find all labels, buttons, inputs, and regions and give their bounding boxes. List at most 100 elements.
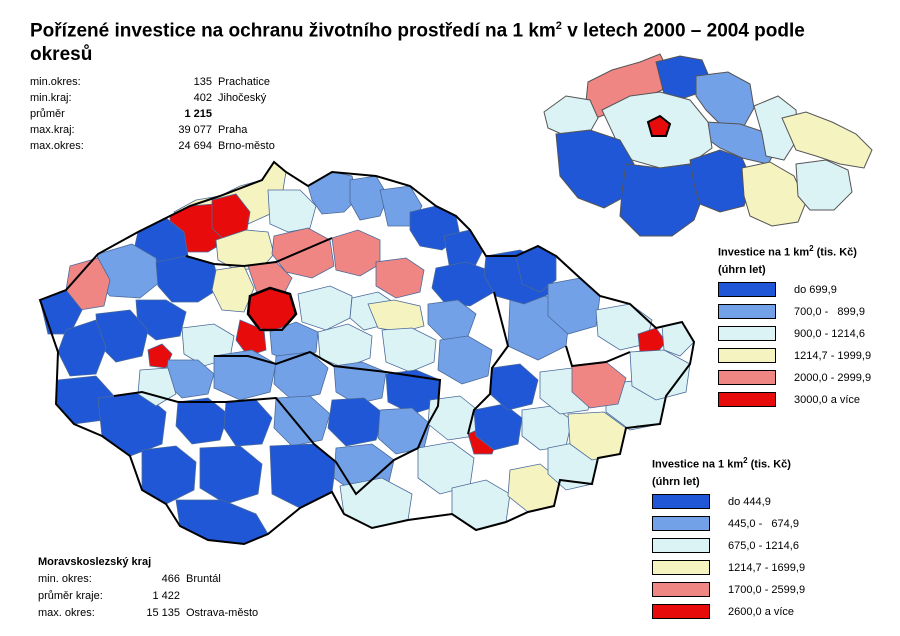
national-stats: min.okres: 135 Prachatice min.kraj: 402 Jihoč… xyxy=(30,74,275,154)
regions-inset-map xyxy=(543,53,873,237)
legend-item: 700,0 - 899,9 xyxy=(718,301,871,323)
district-cesky-krumlov xyxy=(175,499,269,545)
district-hradec-kralove xyxy=(375,257,425,299)
stat-value: 1 422 xyxy=(152,590,180,602)
legend-item: 1700,0 - 2599,9 xyxy=(652,579,805,601)
stat-row: max.okres: 24 694 Brno-město xyxy=(30,138,275,154)
legend-item: 2000,0 - 2999,9 xyxy=(718,367,871,389)
district-pribram xyxy=(213,349,277,401)
district-tabor xyxy=(273,395,331,447)
district-nachod xyxy=(443,229,483,273)
region-jihomoravsky xyxy=(741,161,807,227)
district-strakonice xyxy=(175,397,229,445)
legend-swatch xyxy=(652,560,710,576)
legend-swatch xyxy=(718,304,776,320)
legend-swatch xyxy=(652,516,710,532)
legend-districts-subtitle: (úhrn let) xyxy=(652,475,700,488)
legend-range: 2600,0 a více xyxy=(728,605,795,618)
stat-row: max.kraj: 39 077 Praha xyxy=(30,122,275,138)
stat-label: min. okres: xyxy=(38,573,92,585)
legend-range: 700,0 - 899,9 xyxy=(794,305,865,318)
legend-range: 1214,7 - 1999,9 xyxy=(794,349,872,362)
region-borders-main xyxy=(38,160,696,546)
legend-regions: Investice na 1 km2 (tis. Kč) (úhrn let) … xyxy=(718,240,871,411)
legend-swatch xyxy=(652,538,710,554)
district-ceske-budejovice xyxy=(199,445,263,505)
stat-value: 15 135 xyxy=(146,607,180,619)
stat-value: 466 xyxy=(161,573,180,585)
district-jicin xyxy=(331,229,381,277)
stat-name: Praha xyxy=(218,124,248,136)
stat-name: Bruntál xyxy=(186,573,221,585)
stat-name: Ostrava-město xyxy=(186,607,259,619)
legend-swatch xyxy=(718,348,776,364)
region-karlovarsky xyxy=(543,95,599,137)
legend-range: 900,0 - 1214,6 xyxy=(794,327,865,340)
stat-row: max. okres: 15 135 Ostrava-město xyxy=(38,605,258,622)
region-praha xyxy=(646,114,672,137)
legend-item: do 444,9 xyxy=(652,491,805,513)
legend-swatch xyxy=(718,392,776,408)
legend-regions-subtitle: (úhrn let) xyxy=(718,263,766,276)
stat-name: Jihočeský xyxy=(218,92,267,104)
legend-range: do 699,9 xyxy=(794,283,837,296)
district-svitavy xyxy=(437,335,493,385)
district-pelhrimov xyxy=(327,397,385,447)
region-vysocina xyxy=(689,149,753,213)
district-ostrava-mesto xyxy=(637,327,667,355)
legend-districts: Investice na 1 km2 (tis. Kč) (úhrn let) … xyxy=(652,452,805,623)
district-plzen-jih xyxy=(137,367,177,407)
stat-row: min.kraj: 402 Jihočeský xyxy=(30,90,275,106)
legend-swatch xyxy=(652,604,710,620)
stat-label: min.kraj: xyxy=(30,92,72,104)
legend-range: 2000,0 - 2999,9 xyxy=(794,371,872,384)
stat-value: 24 694 xyxy=(178,140,212,152)
legend-swatch xyxy=(718,370,776,386)
district-havlickuv-brod xyxy=(333,361,387,405)
stat-row: min. okres: 466 Bruntál xyxy=(38,571,258,588)
legend-regions-items: do 699,9 700,0 - 899,9 900,0 - 1214,6 1214,… xyxy=(718,279,871,411)
district-kladno xyxy=(211,265,255,313)
legend-range: 445,0 - 674,9 xyxy=(728,517,799,530)
district-praha-vychod xyxy=(269,321,319,363)
stat-name: Prachatice xyxy=(218,76,270,88)
legend-item: 3000,0 a více xyxy=(718,389,871,411)
legend-item: 900,0 - 1214,6 xyxy=(718,323,871,345)
districts-main-map xyxy=(39,161,695,545)
district-ceska-lipa xyxy=(267,189,317,233)
legend-districts-title: Investice na 1 km2 (tis. Kč) xyxy=(652,456,791,471)
legend-range: 1700,0 - 2599,9 xyxy=(728,583,806,596)
district-pisek xyxy=(223,399,273,447)
stat-label: max. okres: xyxy=(38,607,95,619)
stat-value: 402 xyxy=(193,92,212,104)
legend-item: 445,0 - 674,9 xyxy=(652,513,805,535)
region-jihocesky xyxy=(619,163,707,237)
region-moravskoslezsky xyxy=(781,111,873,169)
stat-label: max.kraj: xyxy=(30,124,75,136)
stat-row: průměr kraje: 1 422 xyxy=(38,588,258,605)
legend-swatch xyxy=(718,282,776,298)
map-title: Pořízené investice na ochranu životního … xyxy=(30,20,805,66)
legend-range: do 444,9 xyxy=(728,495,771,508)
stat-row: min.okres: 135 Prachatice xyxy=(30,74,275,90)
legend-regions-title: Investice na 1 km2 (tis. Kč) xyxy=(718,244,857,259)
district-chrudim xyxy=(381,327,437,373)
legend-swatch xyxy=(652,494,710,510)
legend-item: 1214,7 - 1999,9 xyxy=(718,345,871,367)
stat-row: průměr 1 215 xyxy=(30,106,275,122)
legend-range: 1214,7 - 1699,9 xyxy=(728,561,806,574)
stat-value: 39 077 xyxy=(178,124,212,136)
stat-value: 135 xyxy=(193,76,212,88)
stat-label: max.okres: xyxy=(30,140,84,152)
stat-name: Brno-město xyxy=(218,140,275,152)
district-karvina xyxy=(661,321,695,357)
district-litomerice xyxy=(215,229,275,271)
stat-label: min.okres: xyxy=(30,76,81,88)
district-mlada-boleslav xyxy=(271,227,335,279)
district-pardubice xyxy=(367,299,425,333)
stat-label: průměr kraje: xyxy=(38,590,103,602)
district-nymburk xyxy=(297,285,353,331)
region-stats-title: Moravskoslezský kraj xyxy=(38,556,152,568)
stat-value: 1 215 xyxy=(184,108,212,120)
